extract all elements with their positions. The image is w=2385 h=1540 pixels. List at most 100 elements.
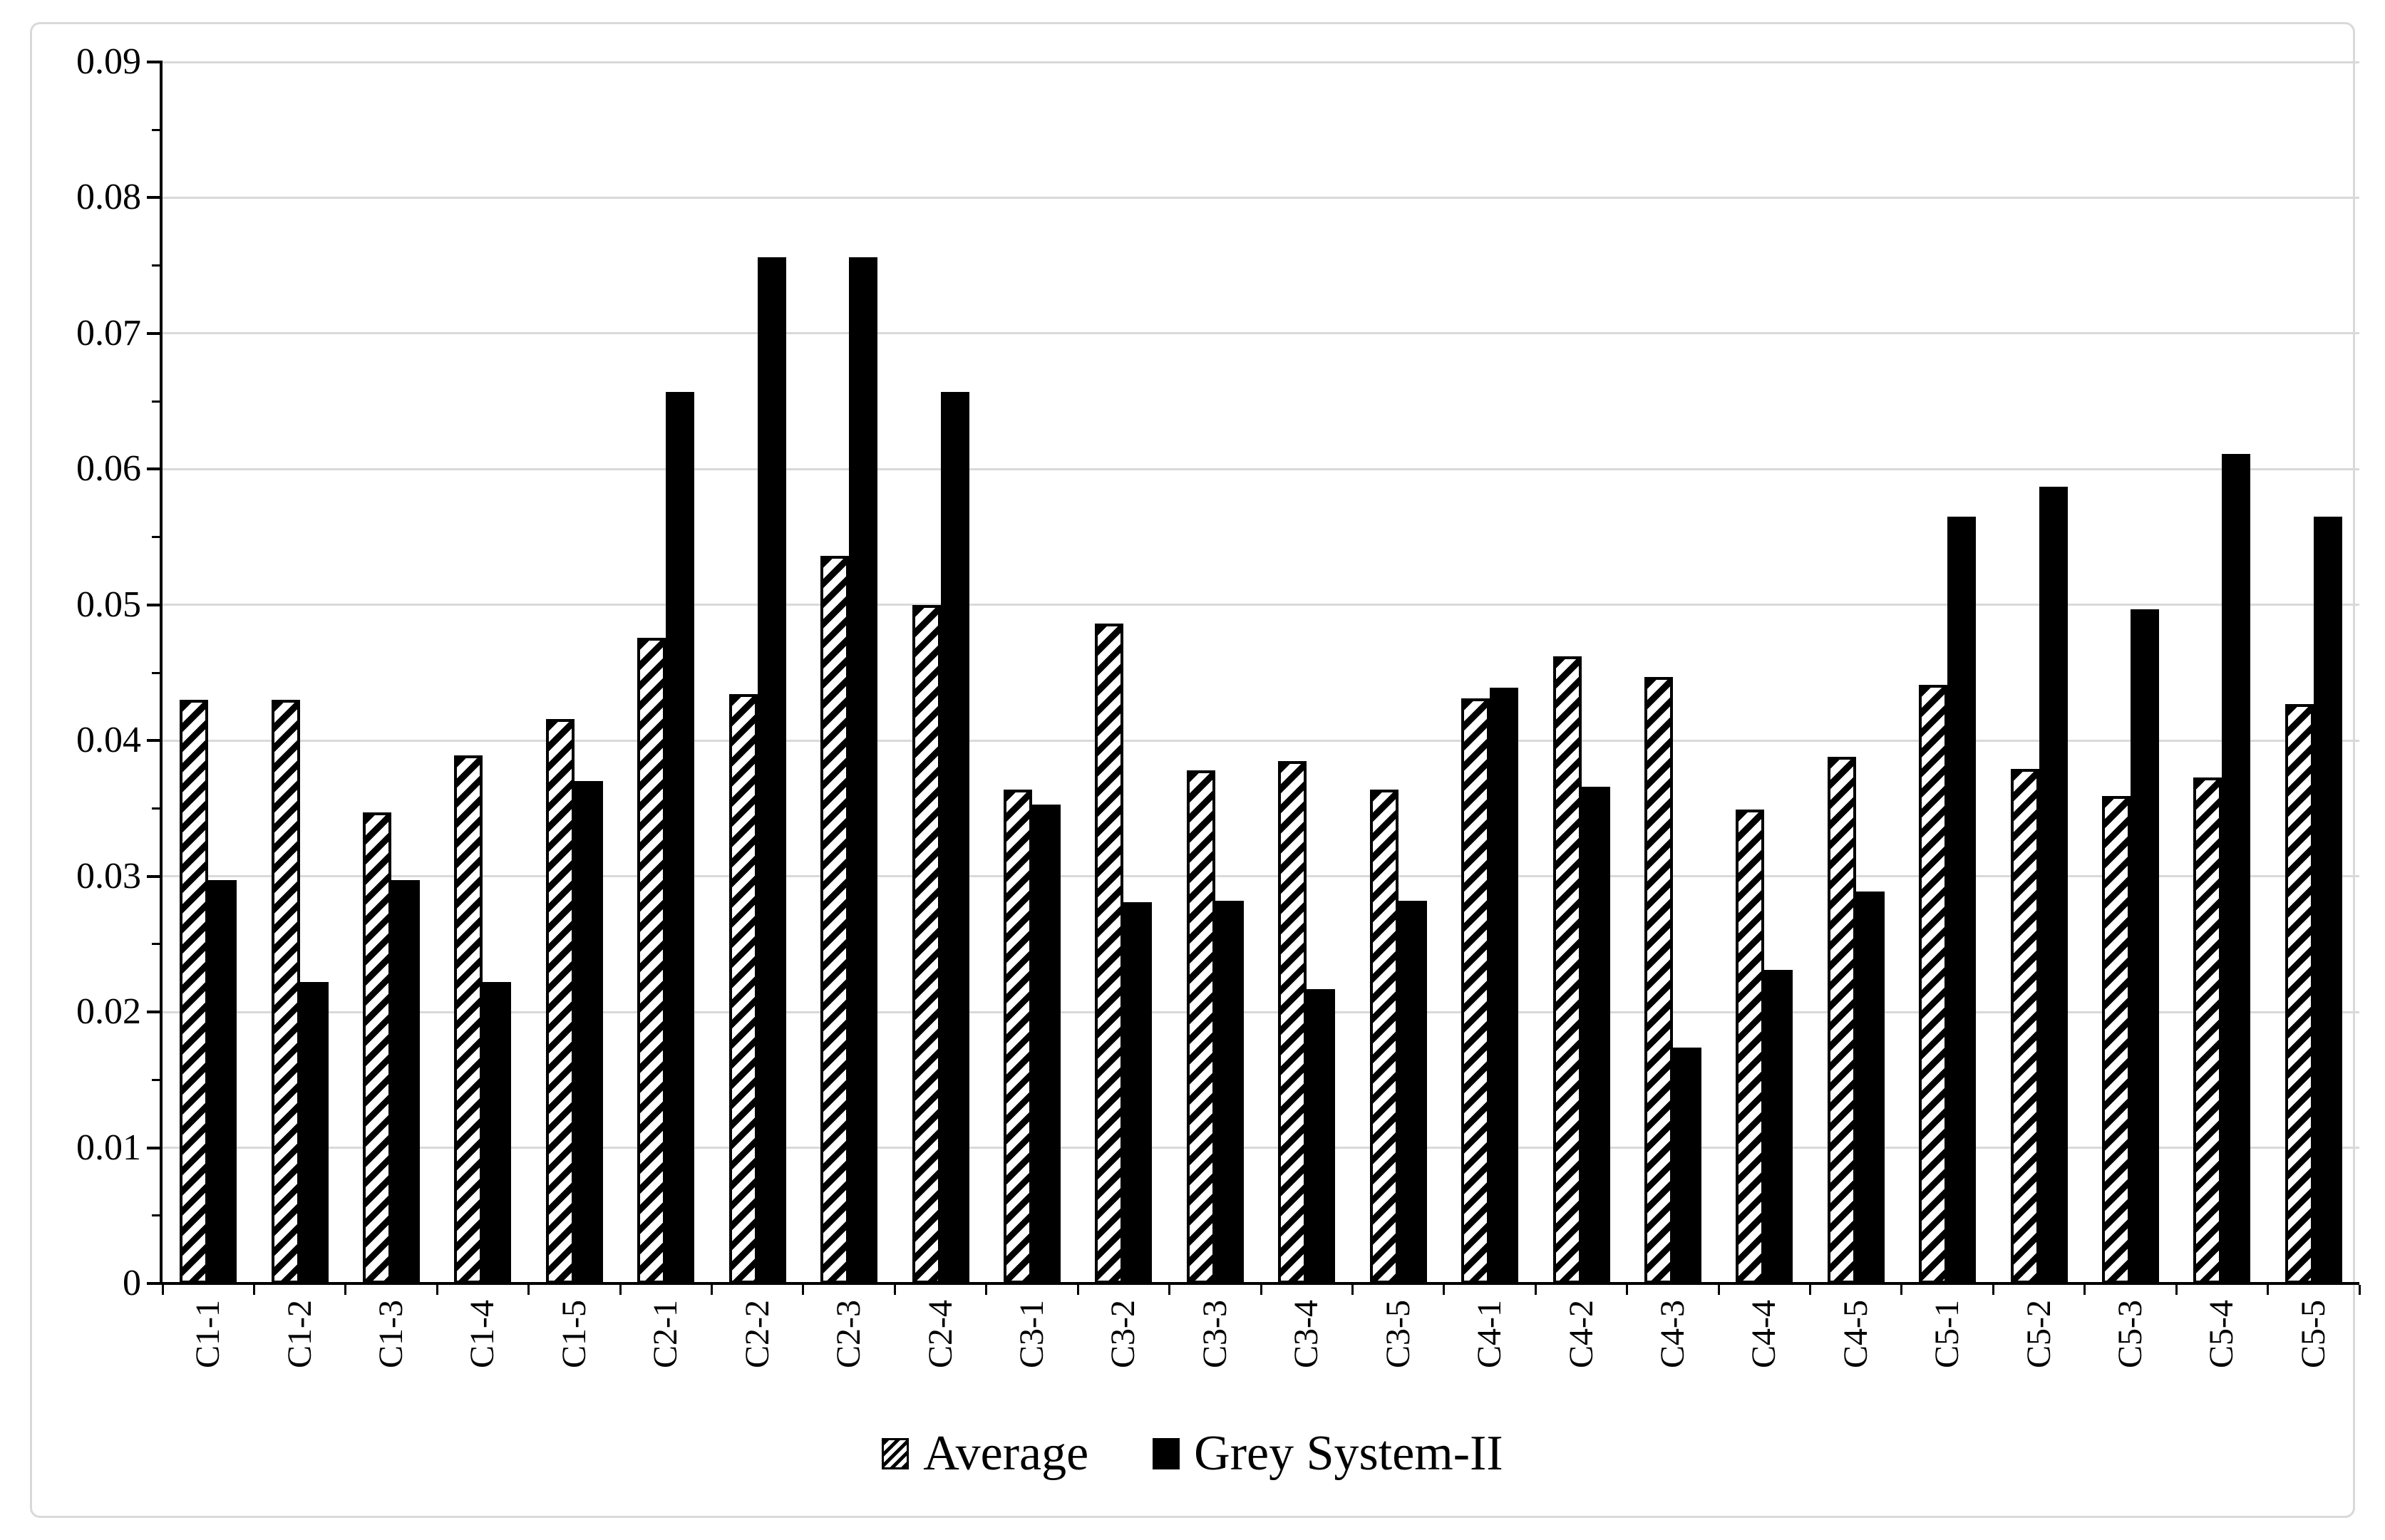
bar-group-C4-4 xyxy=(1719,62,1810,1283)
x-axis-tick xyxy=(1534,1285,1537,1295)
x-axis-category-label: C2-1 xyxy=(647,1300,685,1368)
y-minor-tick xyxy=(152,943,160,946)
x-label-slot: C2-3 xyxy=(803,1300,895,1435)
x-axis-tick xyxy=(2175,1285,2178,1295)
x-axis-category-label: C4-5 xyxy=(1836,1300,1875,1368)
x-axis-category-label: C5-4 xyxy=(2203,1300,2241,1368)
x-label-slot: C2-4 xyxy=(895,1300,986,1435)
bar-average-C5-2 xyxy=(2010,769,2039,1283)
bar-grey-system-ii-C4-2 xyxy=(1581,786,1610,1283)
x-axis-tick xyxy=(2267,1285,2270,1295)
bar-average-C3-3 xyxy=(1186,770,1215,1283)
bar-average-C4-3 xyxy=(1644,676,1673,1283)
bar-average-C3-4 xyxy=(1278,760,1307,1283)
bar-group-C5-1 xyxy=(1902,62,1993,1283)
x-label-slot: C5-1 xyxy=(1902,1300,1993,1435)
y-minor-tick xyxy=(152,1078,160,1081)
y-axis-tick-label: 0.09 xyxy=(76,41,141,82)
x-axis-category-label: C3-5 xyxy=(1379,1300,1417,1368)
x-axis-category-label: C2-3 xyxy=(830,1300,868,1368)
x-axis-category-label: C2-2 xyxy=(738,1300,776,1368)
x-axis-tick xyxy=(1443,1285,1446,1295)
bar-average-C4-5 xyxy=(1827,757,1856,1283)
x-axis-category-label: C3-2 xyxy=(1104,1300,1143,1368)
bar-average-C2-1 xyxy=(637,637,666,1283)
bar-grey-system-ii-C1-2 xyxy=(299,982,329,1283)
bar-grey-system-ii-C4-3 xyxy=(1672,1047,1701,1283)
bar-group-C1-3 xyxy=(346,62,437,1283)
bar-average-C2-2 xyxy=(728,694,758,1283)
bar-group-C3-1 xyxy=(987,62,1078,1283)
x-axis-category-label: C4-4 xyxy=(1745,1300,1783,1368)
bar-group-C5-5 xyxy=(2268,62,2359,1283)
bar-grey-system-ii-C3-2 xyxy=(1123,901,1153,1283)
y-minor-tick xyxy=(152,1214,160,1217)
y-major-tick xyxy=(147,196,160,200)
y-axis-tick-label: 0.03 xyxy=(76,855,141,896)
bar-group-C1-5 xyxy=(529,62,620,1283)
gridline xyxy=(163,1147,2359,1149)
bar-grey-system-ii-C3-3 xyxy=(1215,900,1244,1283)
x-axis-label-row: C1-1 C1-2 C1-3 C1-4 C1-5 C2-1 C2-2 C2-3 C2-4 C3-1… xyxy=(163,1300,2359,1435)
bar-average-C4-1 xyxy=(1461,698,1490,1283)
x-label-slot: C2-1 xyxy=(620,1300,711,1435)
bar-grey-system-ii-C1-4 xyxy=(483,982,512,1283)
bar-average-C5-4 xyxy=(2193,777,2222,1283)
bar-group-C2-2 xyxy=(712,62,803,1283)
gridline xyxy=(163,61,2359,63)
x-label-slot: C4-1 xyxy=(1444,1300,1535,1435)
x-axis-tick xyxy=(2358,1285,2361,1295)
bar-group-C2-3 xyxy=(803,62,895,1283)
bar-average-C1-2 xyxy=(271,700,300,1283)
bar-average-C3-5 xyxy=(1369,789,1398,1283)
x-axis-tick xyxy=(436,1285,438,1295)
y-major-tick xyxy=(147,739,160,743)
x-axis-category-label: C3-1 xyxy=(1013,1300,1051,1368)
plot-area xyxy=(163,62,2359,1283)
bar-grey-system-ii-C5-2 xyxy=(2039,487,2068,1283)
y-minor-tick xyxy=(152,264,160,267)
y-major-tick xyxy=(147,467,160,471)
x-axis-tick xyxy=(1076,1285,1079,1295)
x-axis-category-label: C4-3 xyxy=(1653,1300,1691,1368)
legend-label-average: Average xyxy=(923,1426,1089,1481)
x-label-slot: C4-5 xyxy=(1810,1300,1902,1435)
bar-grey-system-ii-C5-3 xyxy=(2131,609,2160,1283)
x-label-slot: C3-3 xyxy=(1170,1300,1261,1435)
legend-item-grey-system-ii: Grey System-II xyxy=(1153,1425,1503,1482)
x-label-slot: C1-1 xyxy=(163,1300,254,1435)
y-minor-tick xyxy=(152,536,160,539)
bar-grey-system-ii-C5-1 xyxy=(1947,517,1977,1283)
bar-grey-system-ii-C4-5 xyxy=(1855,891,1885,1283)
y-major-tick xyxy=(147,331,160,335)
x-label-slot: C4-3 xyxy=(1627,1300,1719,1435)
x-axis-tick xyxy=(893,1285,896,1295)
x-label-slot: C3-5 xyxy=(1352,1300,1443,1435)
bar-grey-system-ii-C1-1 xyxy=(208,880,237,1283)
x-label-slot: C3-4 xyxy=(1261,1300,1352,1435)
bar-average-C5-1 xyxy=(1919,685,1948,1283)
x-axis-category-label: C1-5 xyxy=(555,1300,593,1368)
bar-group-C3-2 xyxy=(1078,62,1169,1283)
gridline xyxy=(163,604,2359,606)
x-label-slot: C4-2 xyxy=(1535,1300,1627,1435)
bar-group-C4-3 xyxy=(1627,62,1719,1283)
bar-grey-system-ii-C4-1 xyxy=(1490,687,1519,1283)
y-major-tick xyxy=(147,1146,160,1149)
x-axis-category-label: C5-3 xyxy=(2111,1300,2150,1368)
bar-average-C2-4 xyxy=(912,604,941,1283)
legend-swatch-grey-solid-icon xyxy=(1153,1438,1180,1469)
legend: Average Grey System-II xyxy=(0,1422,2385,1486)
y-axis-tick-label: 0.07 xyxy=(76,312,141,353)
legend-label-grey-system-ii: Grey System-II xyxy=(1194,1426,1503,1481)
legend-swatch-average-hatched-icon xyxy=(882,1438,910,1469)
bar-average-C3-2 xyxy=(1095,624,1124,1283)
gridline xyxy=(163,196,2359,199)
y-major-tick xyxy=(147,874,160,878)
x-label-slot: C3-2 xyxy=(1078,1300,1169,1435)
x-axis-tick xyxy=(802,1285,805,1295)
x-label-slot: C1-4 xyxy=(437,1300,528,1435)
gridline xyxy=(163,467,2359,470)
bar-grey-system-ii-C3-4 xyxy=(1307,988,1336,1283)
